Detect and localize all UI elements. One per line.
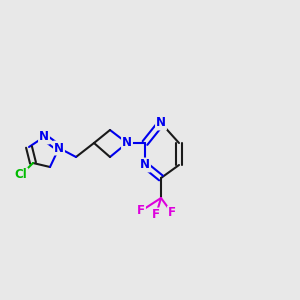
Text: N: N	[54, 142, 64, 154]
Text: F: F	[152, 208, 160, 221]
Text: N: N	[39, 130, 49, 143]
Text: N: N	[140, 158, 150, 172]
Text: N: N	[156, 116, 166, 130]
Text: F: F	[137, 205, 145, 218]
Text: Cl: Cl	[15, 169, 27, 182]
Text: F: F	[168, 206, 176, 220]
Text: N: N	[122, 136, 132, 149]
